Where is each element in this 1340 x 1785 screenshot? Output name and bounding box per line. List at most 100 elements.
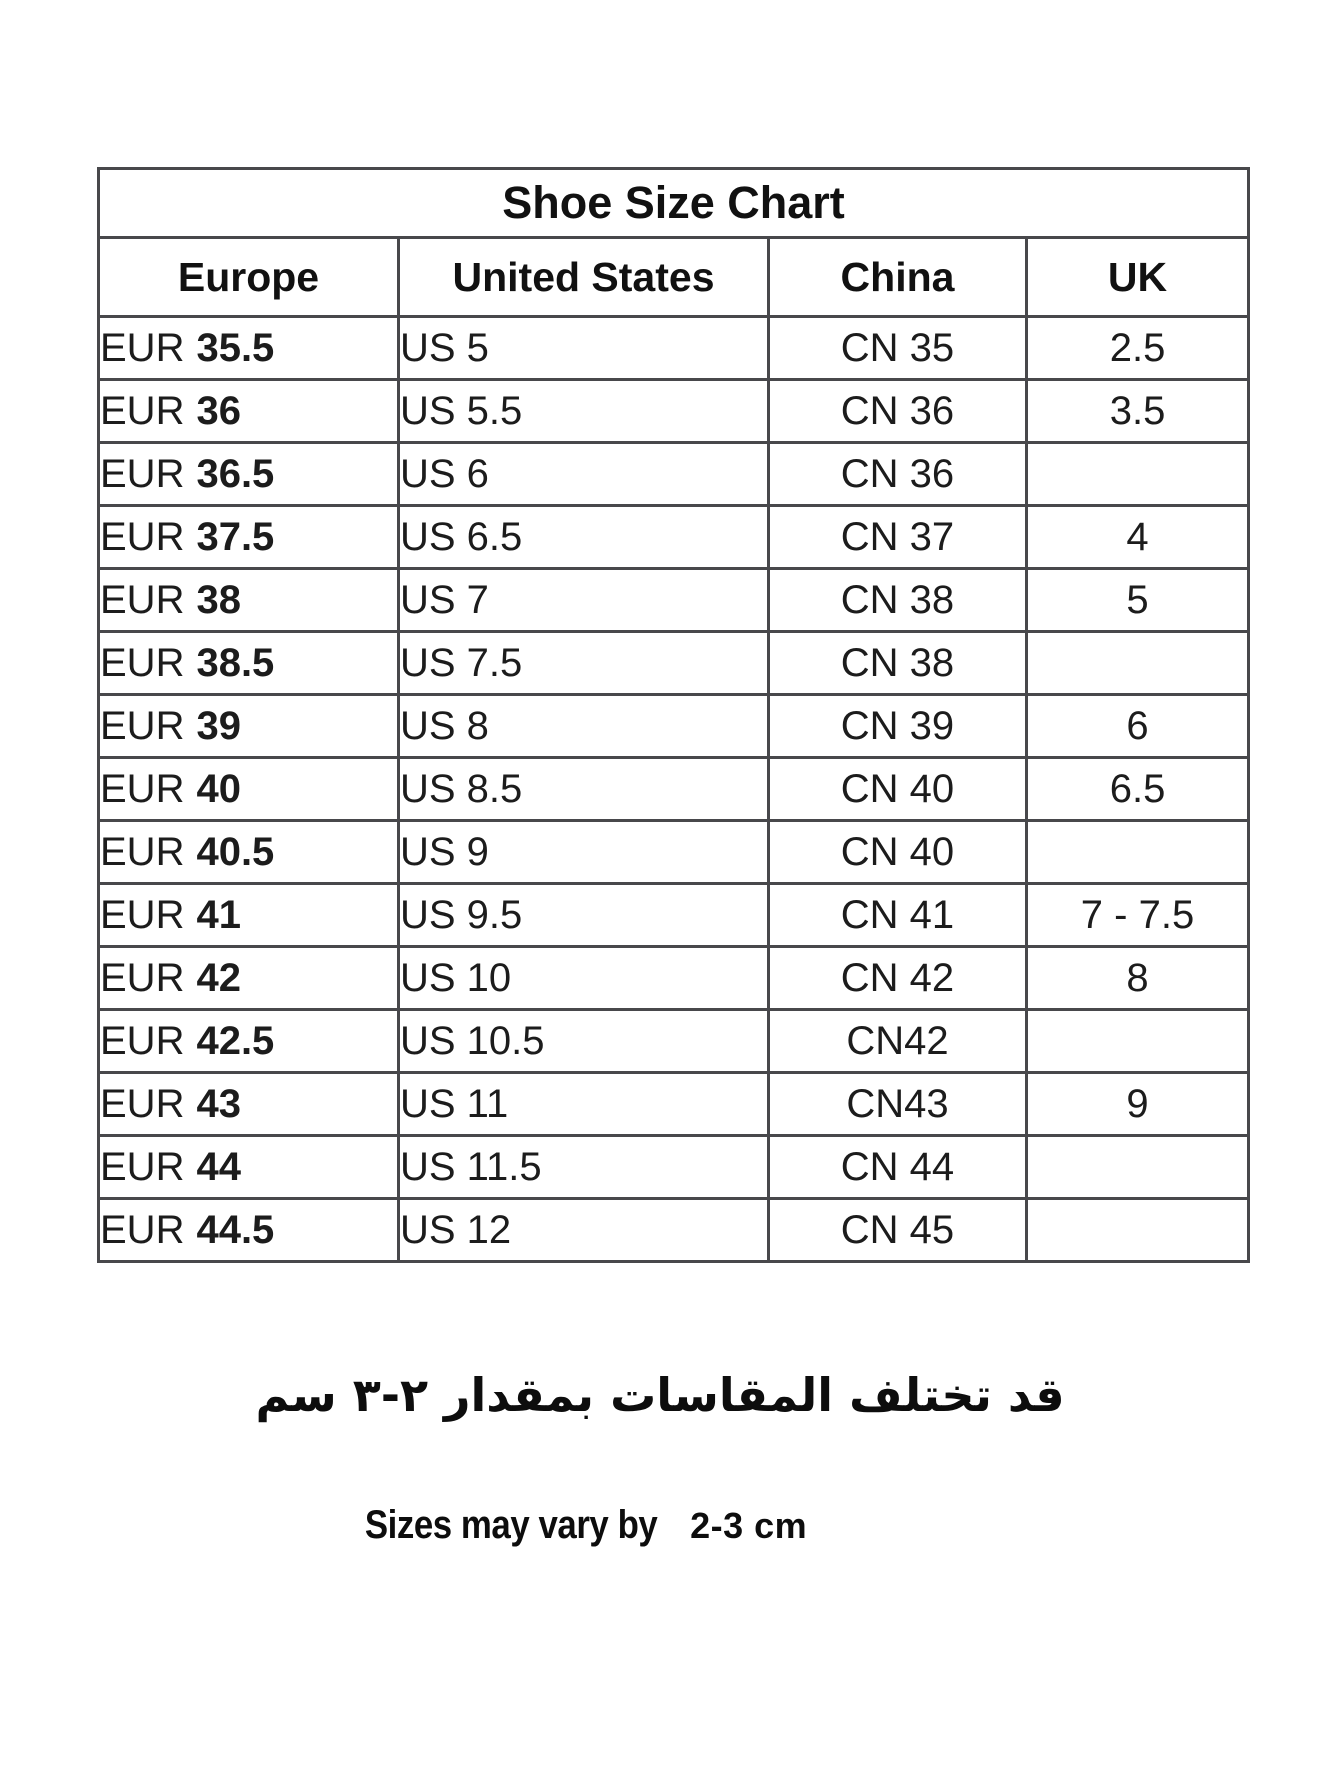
uk-cell: 2.5	[1024, 315, 1251, 381]
uk-cell: 9	[1024, 1071, 1251, 1137]
eur-prefix: EUR	[100, 766, 185, 811]
europe-cell: EUR 42.5	[97, 1008, 400, 1074]
us-cell: US 6	[397, 441, 770, 507]
uk-cell	[1024, 1197, 1251, 1263]
uk-cell	[1024, 630, 1251, 696]
china-cell: CN 40	[767, 819, 1028, 885]
china-cell: CN43	[767, 1071, 1028, 1137]
eur-size: 44	[196, 1144, 241, 1189]
us-cell: US 10.5	[397, 1008, 770, 1074]
column-header-europe: Europe	[97, 236, 400, 318]
china-cell: CN 37	[767, 504, 1028, 570]
us-cell: US 8	[397, 693, 770, 759]
europe-cell: EUR 38.5	[97, 630, 400, 696]
europe-cell: EUR 41	[97, 882, 400, 948]
eur-prefix: EUR	[100, 325, 185, 370]
china-cell: CN 45	[767, 1197, 1028, 1263]
us-cell: US 11.5	[397, 1134, 770, 1200]
eur-size: 43	[196, 1081, 241, 1126]
china-cell: CN 36	[767, 441, 1028, 507]
china-cell: CN 44	[767, 1134, 1028, 1200]
column-header-uk: UK	[1024, 236, 1251, 318]
eur-prefix: EUR	[100, 829, 185, 874]
english-note-text: Sizes may vary by	[364, 1503, 658, 1547]
europe-cell: EUR 40	[97, 756, 400, 822]
uk-cell: 4	[1024, 504, 1251, 570]
eur-size: 42.5	[196, 1018, 275, 1063]
eur-prefix: EUR	[100, 703, 185, 748]
eur-prefix: EUR	[100, 514, 185, 559]
eur-size: 36.5	[196, 451, 275, 496]
table-row: EUR 43 US 11 CN43 9	[97, 1071, 1251, 1137]
uk-cell	[1024, 1134, 1251, 1200]
uk-cell: 7 - 7.5	[1024, 882, 1251, 948]
europe-cell: EUR 39	[97, 693, 400, 759]
table-row: EUR 42 US 10 CN 42 8	[97, 945, 1251, 1011]
table-row: EUR 40.5 US 9 CN 40	[97, 819, 1251, 885]
english-note: Sizes may vary by 2-3 cm	[0, 1503, 1150, 1548]
table-row: EUR 44.5 US 12 CN 45	[97, 1197, 1251, 1263]
eur-prefix: EUR	[100, 640, 185, 685]
europe-cell: EUR 36.5	[97, 441, 400, 507]
europe-cell: EUR 40.5	[97, 819, 400, 885]
eur-prefix: EUR	[100, 1207, 185, 1252]
europe-cell: EUR 44.5	[97, 1197, 400, 1263]
uk-cell	[1024, 819, 1251, 885]
us-cell: US 6.5	[397, 504, 770, 570]
us-cell: US 8.5	[397, 756, 770, 822]
europe-cell: EUR 44	[97, 1134, 400, 1200]
us-cell: US 7	[397, 567, 770, 633]
europe-cell: EUR 36	[97, 378, 400, 444]
eur-prefix: EUR	[100, 892, 185, 937]
europe-cell: EUR 38	[97, 567, 400, 633]
header-row: Europe United States China UK	[97, 236, 1251, 318]
eur-prefix: EUR	[100, 388, 185, 433]
column-header-united-states: United States	[397, 236, 770, 318]
eur-prefix: EUR	[100, 577, 185, 622]
china-cell: CN 40	[767, 756, 1028, 822]
table-row: EUR 41 US 9.5 CN 41 7 - 7.5	[97, 882, 1251, 948]
us-cell: US 7.5	[397, 630, 770, 696]
eur-size: 38	[196, 577, 241, 622]
china-cell: CN 35	[767, 315, 1028, 381]
eur-size: 37.5	[196, 514, 275, 559]
eur-prefix: EUR	[100, 1018, 185, 1063]
title-row: Shoe Size Chart	[96, 167, 1251, 239]
eur-size: 39	[196, 703, 241, 748]
china-cell: CN 39	[767, 693, 1028, 759]
table-row: EUR 36.5 US 6 CN 36	[97, 441, 1251, 507]
uk-cell	[1024, 441, 1251, 507]
eur-size: 42	[196, 955, 241, 1000]
eur-size: 41	[196, 892, 241, 937]
uk-cell	[1024, 1008, 1251, 1074]
china-cell: CN 38	[767, 567, 1028, 633]
europe-cell: EUR 37.5	[97, 504, 400, 570]
us-cell: US 9	[397, 819, 770, 885]
china-cell: CN 41	[767, 882, 1028, 948]
us-cell: US 10	[397, 945, 770, 1011]
eur-prefix: EUR	[100, 955, 185, 1000]
china-cell: CN 36	[767, 378, 1028, 444]
eur-prefix: EUR	[100, 451, 185, 496]
europe-cell: EUR 35.5	[97, 315, 400, 381]
table-row: EUR 35.5 US 5 CN 35 2.5	[97, 315, 1251, 381]
table-title: Shoe Size Chart	[96, 167, 1251, 239]
eur-size: 40.5	[196, 829, 275, 874]
uk-cell: 6	[1024, 693, 1251, 759]
us-cell: US 11	[397, 1071, 770, 1137]
uk-cell: 6.5	[1024, 756, 1251, 822]
eur-size: 36	[196, 388, 241, 433]
europe-cell: EUR 43	[97, 1071, 400, 1137]
eur-size: 40	[196, 766, 241, 811]
china-cell: CN 38	[767, 630, 1028, 696]
eur-size: 44.5	[196, 1207, 275, 1252]
us-cell: US 5.5	[397, 378, 770, 444]
table-row: EUR 38 US 7 CN 38 5	[97, 567, 1251, 633]
eur-prefix: EUR	[100, 1081, 185, 1126]
english-note-measure: 2-3 cm	[690, 1505, 808, 1546]
us-cell: US 9.5	[397, 882, 770, 948]
table-row: EUR 42.5 US 10.5 CN42	[97, 1008, 1251, 1074]
column-header-china: China	[767, 236, 1028, 318]
table-row: EUR 36 US 5.5 CN 36 3.5	[97, 378, 1251, 444]
table-row: EUR 44 US 11.5 CN 44	[97, 1134, 1251, 1200]
